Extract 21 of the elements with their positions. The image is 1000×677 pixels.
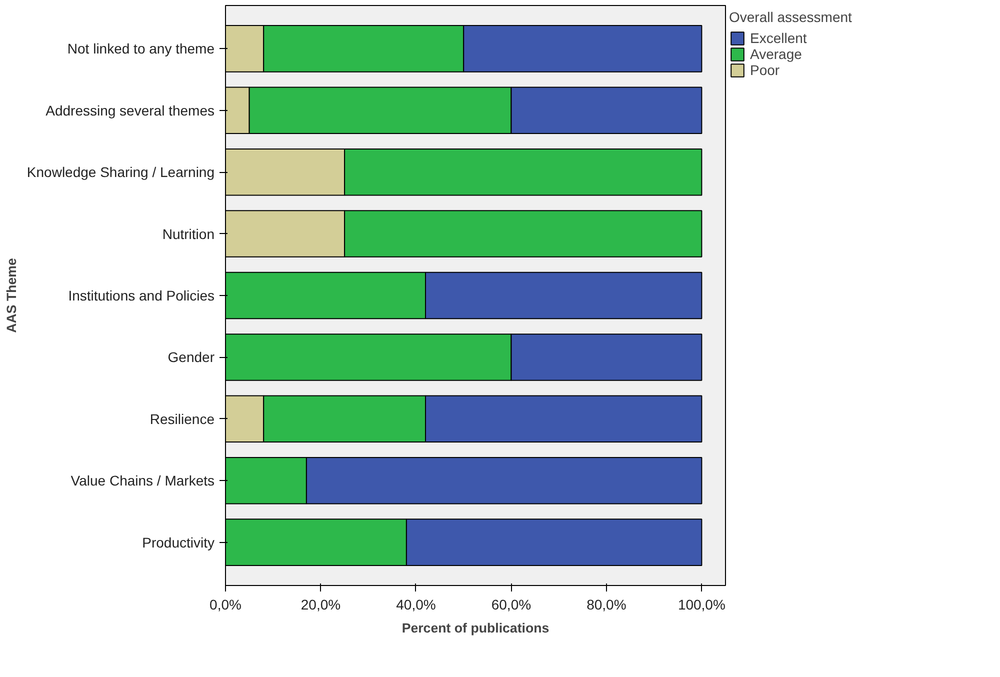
y-tick-label: Institutions and Policies xyxy=(68,288,215,304)
y-tick-label: Addressing several themes xyxy=(46,102,215,118)
x-tick-label: 40,0% xyxy=(396,596,436,612)
x-tick-label: 60,0% xyxy=(491,596,532,612)
y-tick-label: Gender xyxy=(168,349,215,366)
x-tick-label: 0,0% xyxy=(210,596,242,612)
y-tick-label: Productivity xyxy=(142,534,214,550)
x-tick-label: 100,0% xyxy=(678,596,726,612)
y-tick-label: Knowledge Sharing / Learning xyxy=(26,164,214,180)
legend-label: Excellent xyxy=(750,30,807,46)
y-tick-label: Value Chains / Markets xyxy=(70,472,215,489)
y-tick-label: Resilience xyxy=(150,410,215,427)
y-tick-label: Not linked to any theme xyxy=(67,40,215,57)
legend-title: Overall assessment xyxy=(729,9,852,25)
legend-label: Poor xyxy=(750,62,780,78)
x-tick-label: 20,0% xyxy=(300,596,341,612)
x-axis-title: Percent of publications xyxy=(402,620,550,636)
y-tick-label: Nutrition xyxy=(162,226,215,242)
y-axis-title: AAS Theme xyxy=(4,258,19,333)
x-tick-label: 80,0% xyxy=(586,596,626,612)
legend-label: Average xyxy=(750,46,802,62)
